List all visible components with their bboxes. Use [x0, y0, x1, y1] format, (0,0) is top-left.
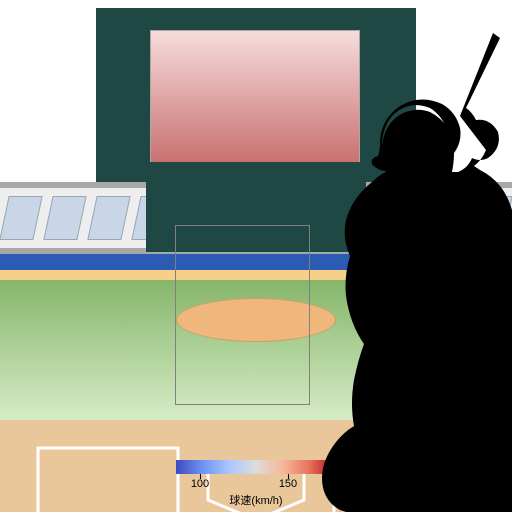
- batter-silhouette: [0, 0, 512, 512]
- pitch-location-diagram: 100150球速(km/h): [0, 0, 512, 512]
